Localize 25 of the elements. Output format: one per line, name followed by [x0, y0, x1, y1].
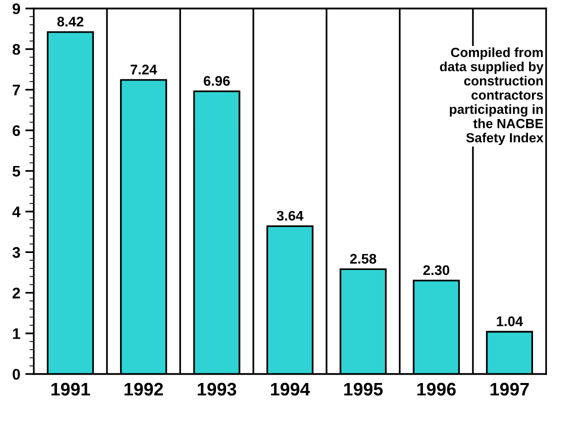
y-tick-label: 6: [12, 125, 20, 136]
x-tick-label: 1993: [198, 382, 236, 396]
data-label: 7.24: [130, 64, 158, 74]
x-tick-label: 1997: [490, 382, 529, 396]
y-tick-label: 4: [12, 206, 21, 218]
x-tick-label: 1991: [51, 382, 90, 396]
data-label: 1.04: [496, 316, 523, 326]
x-tick-label: 1996: [417, 382, 456, 396]
y-tick-label: 2: [12, 288, 20, 298]
data-label: 8.42: [57, 16, 84, 27]
data-label: 3.64: [276, 210, 304, 221]
y-tick-label: 9: [12, 3, 20, 14]
data-label: 2.58: [350, 254, 376, 264]
x-tick-label: 1992: [124, 382, 163, 396]
y-tick-label: 8: [12, 44, 20, 55]
x-tick-label: 1995: [344, 382, 383, 396]
data-label: 6.96: [204, 76, 230, 86]
annotation: Compiled from data supplied by construction contractors participating in the NACBE Safety Index: [440, 47, 544, 146]
y-tick-label: 5: [12, 166, 20, 177]
y-tick-label: 7: [12, 84, 20, 96]
y-tick-label: 1: [13, 328, 20, 339]
data-label: 2.30: [423, 265, 450, 276]
y-tick-label: 3: [12, 247, 20, 258]
y-tick-label: 0: [12, 368, 20, 380]
x-tick-label: 1994: [271, 382, 310, 396]
